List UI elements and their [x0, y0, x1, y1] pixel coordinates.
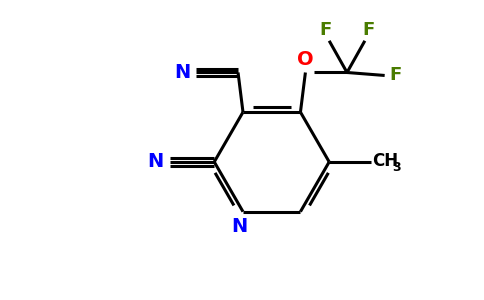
Text: F: F — [363, 21, 375, 39]
Text: F: F — [319, 21, 332, 39]
Text: O: O — [297, 50, 314, 68]
Text: N: N — [174, 63, 191, 82]
Text: N: N — [148, 152, 164, 171]
Text: CH: CH — [372, 152, 398, 170]
Text: N: N — [231, 217, 247, 236]
Text: 3: 3 — [393, 161, 401, 174]
Text: F: F — [390, 67, 402, 85]
